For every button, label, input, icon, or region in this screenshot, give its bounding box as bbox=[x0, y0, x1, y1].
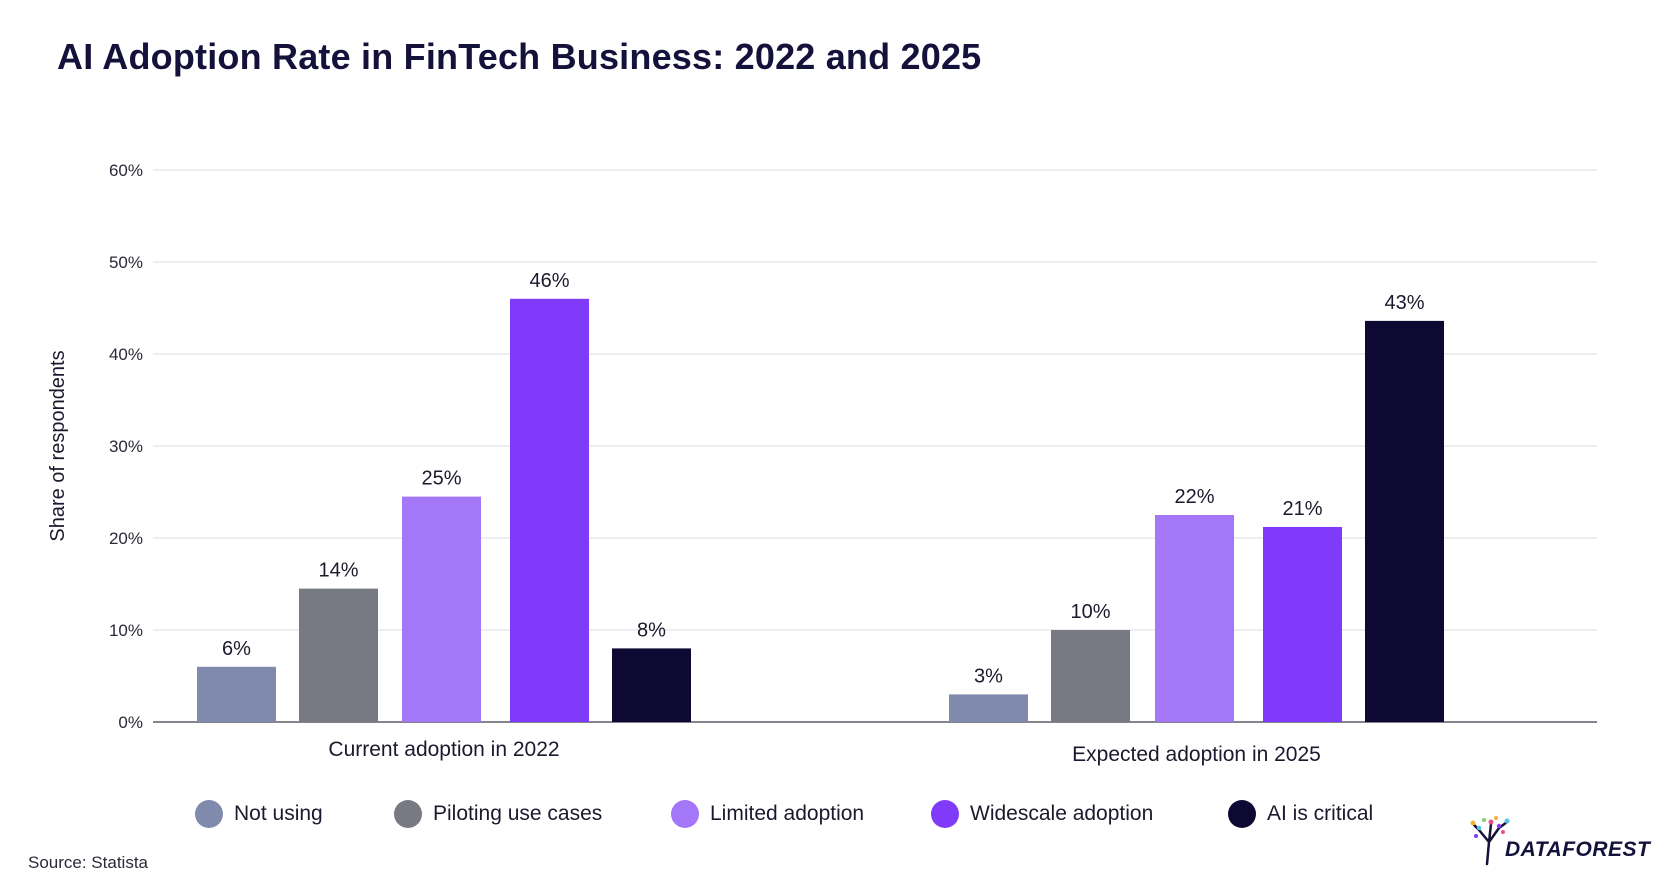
logo-text: DATAFOREST bbox=[1505, 838, 1651, 861]
legend-label-not-using: Not using bbox=[234, 802, 323, 825]
legend-item-not-using: Not using bbox=[195, 800, 323, 828]
y-tick-label: 10% bbox=[109, 621, 143, 640]
bar-widescale-adoption bbox=[1263, 526, 1342, 722]
data-label: 10% bbox=[1070, 601, 1110, 623]
bar-not-using bbox=[197, 666, 276, 722]
legend-label-piloting: Piloting use cases bbox=[433, 802, 603, 825]
bar-piloting-use-cases bbox=[299, 588, 378, 722]
x-category-label: Current adoption in 2022 bbox=[328, 738, 559, 761]
legend-item-widescale: Widescale adoption bbox=[931, 800, 1153, 828]
source-note: Source: Statista bbox=[28, 853, 149, 872]
y-axis-label: Share of respondents bbox=[47, 350, 69, 541]
data-label: 43% bbox=[1384, 292, 1424, 314]
legend-label-critical: AI is critical bbox=[1267, 802, 1374, 825]
data-label: 25% bbox=[421, 468, 461, 490]
bar-not-using bbox=[949, 694, 1028, 722]
bar-widescale-adoption bbox=[510, 298, 589, 722]
legend: Not using Piloting use cases Limited ado… bbox=[195, 800, 1395, 840]
legend-swatch-not-using bbox=[195, 800, 223, 828]
y-tick-label: 30% bbox=[109, 437, 143, 456]
legend-item-piloting: Piloting use cases bbox=[394, 800, 602, 828]
data-label: 46% bbox=[529, 270, 569, 292]
data-label: 14% bbox=[318, 560, 358, 582]
bar-limited-adoption bbox=[1155, 515, 1234, 722]
legend-swatch-limited bbox=[671, 800, 699, 828]
legend-item-limited: Limited adoption bbox=[671, 800, 864, 828]
data-label: 6% bbox=[222, 638, 251, 660]
bar-piloting-use-cases bbox=[1051, 630, 1130, 722]
y-tick-label: 0% bbox=[118, 713, 143, 732]
legend-item-critical: AI is critical bbox=[1228, 800, 1373, 828]
bar-chart: 0% 10% 20% 30% 40% 50% 60% Share of respondents… bbox=[47, 161, 1597, 766]
data-label: 22% bbox=[1174, 486, 1214, 508]
y-tick-label: 20% bbox=[109, 529, 143, 548]
y-tick-label: 40% bbox=[109, 345, 143, 364]
chart-title: AI Adoption Rate in FinTech Business: 20… bbox=[57, 36, 982, 77]
legend-swatch-piloting bbox=[394, 800, 422, 828]
legend-label-limited: Limited adoption bbox=[710, 802, 865, 825]
legend-label-widescale: Widescale adoption bbox=[970, 802, 1154, 825]
data-label: 3% bbox=[974, 665, 1003, 687]
tree-icon bbox=[1470, 816, 1510, 866]
y-tick-label: 50% bbox=[109, 253, 143, 272]
y-tick-label: 60% bbox=[109, 161, 143, 180]
bar-limited-adoption bbox=[402, 496, 481, 722]
legend-swatch-critical bbox=[1228, 800, 1256, 828]
bar-ai-is-critical bbox=[612, 648, 691, 722]
data-label: 21% bbox=[1282, 498, 1322, 520]
dataforest-logo: DATAFOREST bbox=[1465, 812, 1650, 868]
x-category-label: Expected adoption in 2025 bbox=[1072, 743, 1321, 766]
legend-swatch-widescale bbox=[931, 800, 959, 828]
data-label: 8% bbox=[637, 619, 666, 641]
bar-ai-is-critical bbox=[1365, 320, 1444, 722]
